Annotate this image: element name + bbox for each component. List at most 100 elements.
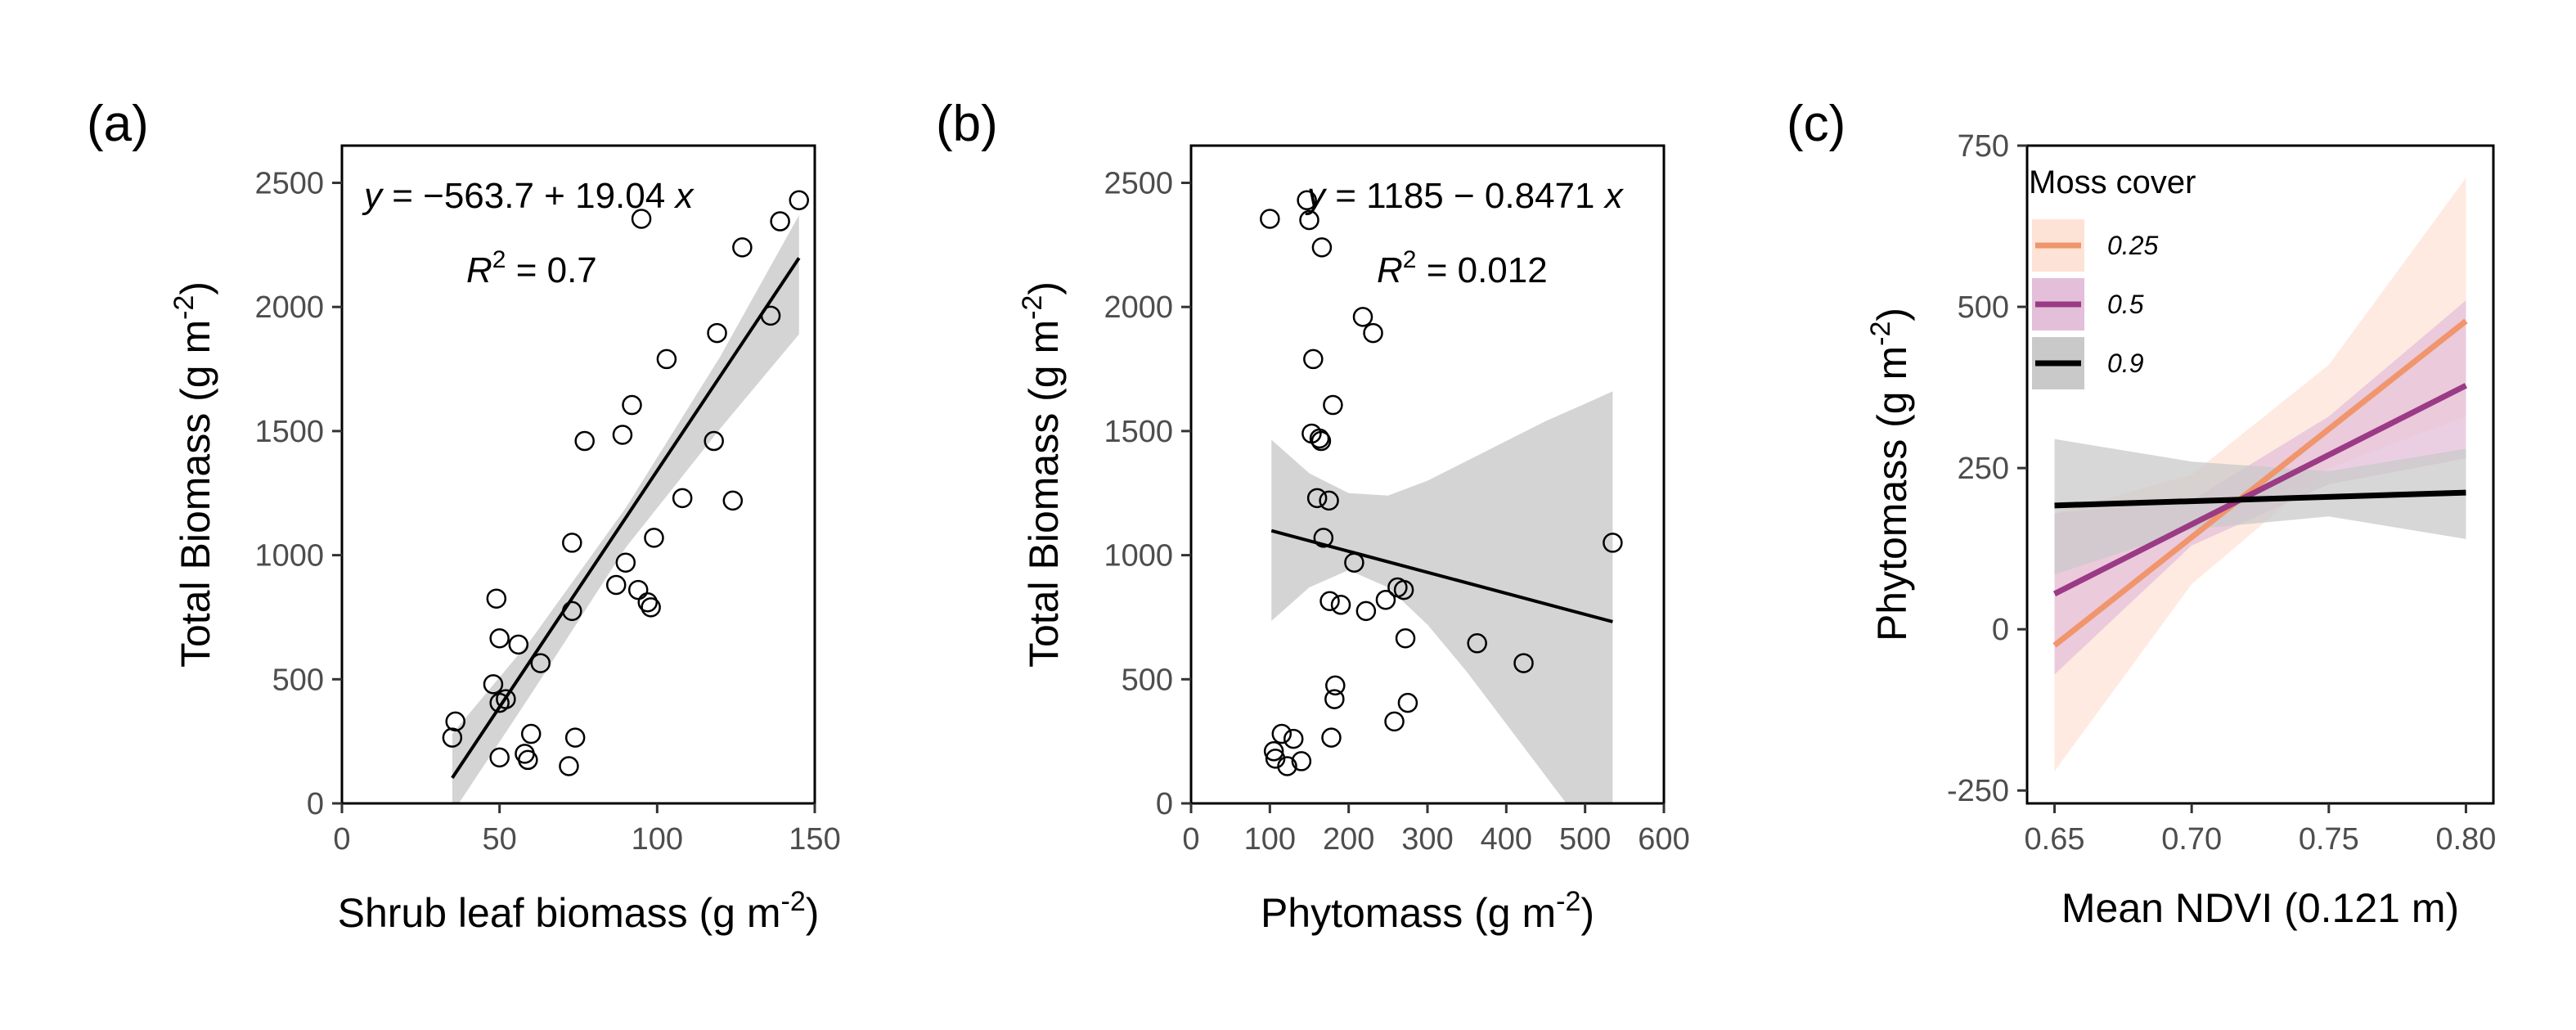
b-y-tick-label: 1500: [1104, 415, 1173, 449]
panel-a-r2-sup: 2: [492, 246, 506, 273]
panel-b-r2: R2 = 0.012: [1377, 246, 1548, 290]
series-line-0.5: [2052, 383, 2468, 596]
panel-b-equation: y = 1185 − 0.8471 x: [1305, 176, 1625, 216]
a-data-point: [722, 490, 744, 511]
b-data-point: [1352, 307, 1373, 327]
panel-a-y-ticks: 0 500 1000 1500 2000 2500: [254, 167, 342, 821]
panel-a-equation-y: y: [362, 176, 384, 216]
panel-b-xlabel: Phytomass (g m: [1261, 890, 1556, 936]
panel-a-confidence-band: [452, 214, 799, 803]
a-data-point: [518, 749, 538, 771]
b-y-tick-label: 1000: [1104, 539, 1173, 573]
a-ci-band: [452, 214, 799, 803]
a-data-point: [631, 209, 652, 229]
c-x-tick-label: 0.70: [2161, 822, 2222, 857]
a-data-point: [564, 727, 586, 748]
b-x-tick-label: 500: [1559, 822, 1611, 857]
a-data-point: [486, 588, 507, 609]
a-y-tick-label: 500: [272, 663, 324, 697]
b-data-point: [1393, 579, 1414, 600]
b-data-point: [1309, 428, 1330, 449]
a-data-point: [637, 591, 659, 613]
panel-c-series-lines: [2052, 318, 2468, 648]
b-data-point: [1277, 756, 1297, 776]
a-data-point: [559, 756, 579, 776]
series-line-0.9: [2054, 489, 2466, 509]
a-data-point: [442, 727, 463, 748]
a-data-point: [483, 674, 504, 695]
panel-c-ylabel-end: ): [1869, 308, 1915, 322]
b-x-tick-label: 100: [1244, 822, 1296, 857]
b-data-point: [1363, 322, 1383, 344]
a-data-point: [530, 653, 551, 673]
b-data-point: [1513, 653, 1534, 673]
b-data-point: [1319, 591, 1340, 611]
panel-c-x-axis-title: Mean NDVI (0.121 m): [2061, 885, 2459, 931]
panel-b-r2-label: R: [1377, 250, 1403, 290]
b-x-tick-label: 0: [1182, 822, 1199, 857]
a-data-point: [562, 600, 582, 622]
b-x-tick-label: 300: [1401, 822, 1453, 857]
b-data-point: [1603, 533, 1623, 553]
b-data-point: [1397, 692, 1418, 713]
b-y-tick-label: 0: [1156, 787, 1173, 821]
c-y-tick-label: 750: [1958, 129, 2009, 164]
panel-a: (a) 0 50 100 150 0 500 1000 1500 2000 2500 y = −…: [87, 96, 841, 936]
a-data-point: [612, 425, 633, 445]
b-data-point: [1323, 394, 1343, 416]
a-data-point: [622, 394, 642, 416]
panel-c-legend: Moss cover 0.25 0.5 0.9: [2029, 164, 2196, 389]
b-y-tick-label: 500: [1122, 663, 1173, 697]
b-data-point: [1260, 209, 1280, 229]
panel-c-y-axis-title: Phytomass (g m-2): [1865, 308, 1915, 641]
a-data-point: [562, 533, 582, 553]
a-data-point: [520, 723, 542, 744]
panel-b-y-ticks: 0 500 1000 1500 2000 2500: [1104, 167, 1191, 821]
panel-a-r2-value: = 0.7: [506, 250, 596, 290]
a-data-point: [656, 349, 677, 370]
b-data-point: [1467, 633, 1487, 654]
panel-a-plot-frame: [340, 144, 816, 805]
panel-b-r2-value: = 0.012: [1416, 250, 1547, 290]
a-y-tick-label: 0: [307, 787, 324, 821]
a-data-point: [770, 211, 790, 232]
b-data-point: [1319, 490, 1339, 511]
panel-c-x-ticks: 0.65 0.70 0.75 0.80: [2025, 803, 2496, 857]
b-data-point: [1355, 600, 1377, 622]
legend-keys: 0.25 0.5 0.9: [2032, 219, 2158, 389]
a-data-point: [627, 579, 649, 600]
a-x-tick-label: 150: [789, 822, 840, 857]
a-data-point: [760, 305, 781, 326]
panel-a-r2: R2 = 0.7: [466, 246, 597, 290]
a-x-tick-label: 0: [333, 822, 350, 857]
b-x-tick-label: 200: [1323, 822, 1374, 857]
panel-a-fit-line: [451, 257, 801, 779]
a-x-tick-label: 50: [483, 822, 517, 857]
panel-a-ylabel: Total Biomass (g m: [173, 320, 218, 668]
b-data-point: [1325, 675, 1346, 696]
a-data-point: [789, 190, 809, 210]
c-x-tick-label: 0.65: [2025, 822, 2085, 857]
panel-a-ylabel-end: ): [173, 281, 218, 295]
c-y-tick-label: 0: [1992, 613, 2009, 647]
panel-c-ylabel: Phytomass (g m: [1869, 346, 1915, 641]
c-y-tick-label: 500: [1958, 290, 2009, 325]
panel-b-xlabel-end: ): [1580, 890, 1594, 936]
c-x-tick-label: 0.80: [2435, 822, 2496, 857]
a-x-tick-label: 100: [632, 822, 683, 857]
panel-b-equation-rest: = 1185 − 0.8471: [1325, 176, 1605, 216]
a-data-point: [489, 747, 510, 768]
b-x-tick-label: 400: [1481, 822, 1532, 857]
a-data-point: [704, 430, 724, 452]
legend-title: Moss cover: [2029, 164, 2196, 200]
c-y-tick-label: 250: [1958, 452, 2009, 486]
b-x-tick-label: 600: [1638, 822, 1689, 857]
b-data-point: [1271, 723, 1292, 744]
a-y-tick-label: 2000: [254, 290, 324, 325]
panel-c: (c) 0.65 0.70 0.75 0.80 -250 0 250 500 750 Moss…: [1787, 96, 2496, 931]
b-data-point: [1324, 689, 1345, 709]
panel-b-y-axis-title: Total Biomass (g m-2): [1017, 281, 1067, 668]
panel-a-x-axis-title: Shrub leaf biomass (g m-2): [338, 886, 820, 936]
panel-a-equation-rest: = −563.7 + 19.04: [382, 176, 675, 216]
panel-c-confidence-bands: [2054, 178, 2466, 771]
